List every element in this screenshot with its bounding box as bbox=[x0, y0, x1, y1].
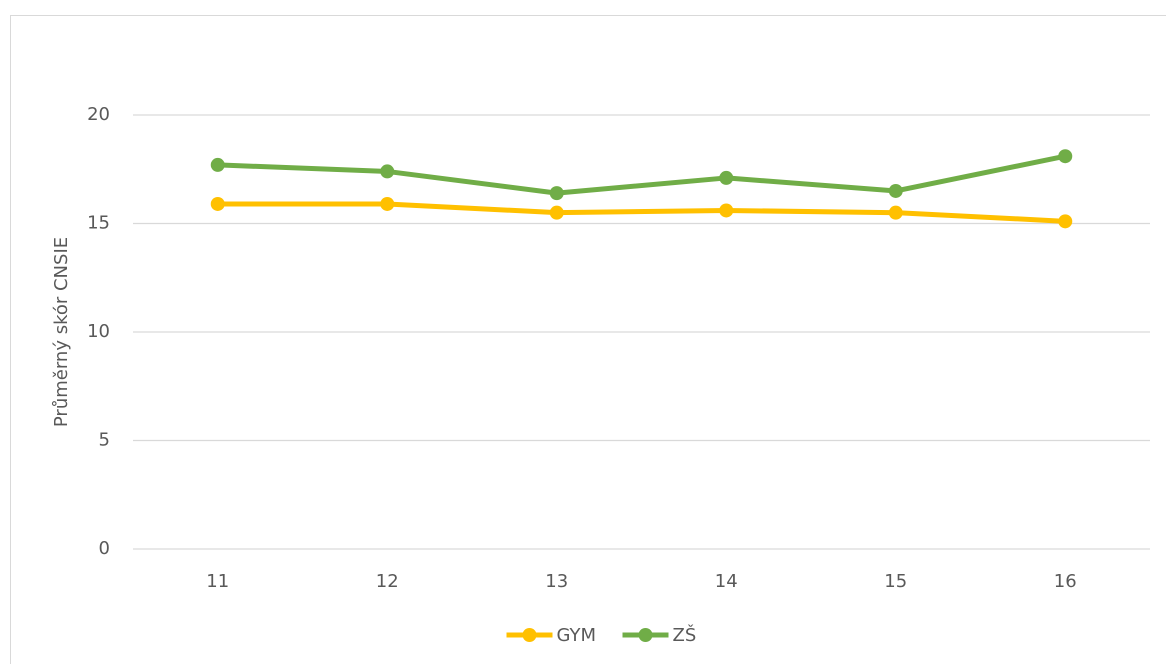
legend-label: ZŠ bbox=[673, 624, 697, 646]
y-tick-label: 10 bbox=[87, 321, 110, 342]
point bbox=[210, 196, 225, 211]
x-tick-label: 11 bbox=[206, 571, 229, 592]
legend-marker bbox=[522, 628, 537, 642]
point bbox=[888, 205, 903, 220]
point bbox=[210, 157, 225, 172]
point bbox=[1058, 214, 1073, 229]
point bbox=[549, 205, 564, 220]
y-axis-label: Průměrný skór CNSIE bbox=[51, 237, 72, 427]
point bbox=[719, 170, 734, 185]
y-tick-label: 5 bbox=[99, 430, 110, 451]
x-tick-label: 16 bbox=[1054, 571, 1077, 592]
series-line bbox=[217, 153, 1066, 196]
point bbox=[380, 164, 395, 179]
point bbox=[719, 203, 734, 218]
point bbox=[549, 186, 564, 201]
point bbox=[380, 196, 395, 211]
legend-label: GYM bbox=[557, 625, 597, 646]
y-tick-label: 20 bbox=[87, 104, 110, 125]
chart-border bbox=[10, 15, 1166, 664]
y-tick-label: 15 bbox=[87, 213, 110, 234]
point bbox=[888, 183, 903, 198]
x-tick-label: 15 bbox=[884, 571, 907, 592]
x-tick-label: 14 bbox=[715, 571, 738, 592]
x-tick-label: 12 bbox=[376, 571, 399, 592]
point bbox=[1058, 149, 1073, 164]
y-tick-label: 0 bbox=[99, 538, 110, 559]
series-line bbox=[217, 201, 1066, 224]
legend-marker bbox=[638, 628, 653, 642]
x-tick-label: 13 bbox=[545, 571, 568, 592]
